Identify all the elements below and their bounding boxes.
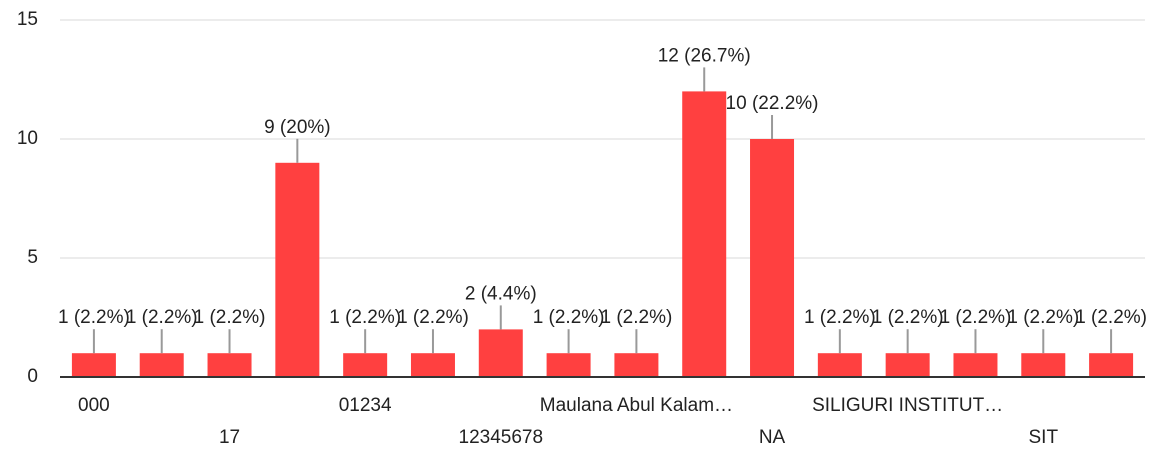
value-label: 12 (26.7%): [658, 45, 751, 66]
x-tick-label: 01234: [339, 395, 392, 416]
bar: [207, 353, 252, 377]
value-label: 1 (2.2%): [804, 307, 876, 328]
value-label: 2 (4.4%): [465, 283, 537, 304]
x-tick-label: SIT: [1029, 427, 1059, 448]
value-label: 1 (2.2%): [58, 307, 130, 328]
value-label: 1 (2.2%): [126, 307, 198, 328]
x-tick-label: Maulana Abul Kalam…: [540, 395, 733, 416]
value-label: 1 (2.2%): [533, 307, 605, 328]
bar: [1089, 353, 1134, 377]
x-tick-label: 12345678: [459, 427, 544, 448]
bar: [546, 353, 591, 377]
value-label: 1 (2.2%): [601, 307, 673, 328]
value-label: 1 (2.2%): [1075, 307, 1147, 328]
bar: [139, 353, 184, 377]
value-label: 1 (2.2%): [329, 307, 401, 328]
bar: [817, 353, 862, 377]
x-tick-label: 000: [78, 395, 110, 416]
bar: [275, 162, 320, 377]
value-label: 1 (2.2%): [397, 307, 469, 328]
bar: [885, 353, 930, 377]
bar: [750, 139, 795, 377]
bar: [410, 353, 455, 377]
bar: [953, 353, 998, 377]
bar: [71, 353, 116, 377]
value-label: 9 (20%): [264, 117, 331, 138]
y-tick-label: 10: [17, 128, 38, 149]
bar: [1021, 353, 1066, 377]
bar: [343, 353, 388, 377]
x-tick-label: NA: [759, 427, 786, 448]
value-label: 1 (2.2%): [940, 307, 1012, 328]
y-tick-label: 15: [17, 9, 38, 30]
value-label: 1 (2.2%): [1007, 307, 1079, 328]
value-label: 10 (22.2%): [726, 93, 819, 114]
value-label: 1 (2.2%): [872, 307, 944, 328]
bar: [682, 91, 727, 378]
y-tick-label: 0: [27, 366, 38, 387]
value-label: 1 (2.2%): [194, 307, 266, 328]
x-tick-label: 17: [219, 427, 240, 448]
x-tick-label: SILIGURI INSTITUT…: [812, 395, 1003, 416]
bar: [478, 329, 523, 377]
y-tick-label: 5: [27, 247, 38, 268]
bar: [614, 353, 659, 377]
